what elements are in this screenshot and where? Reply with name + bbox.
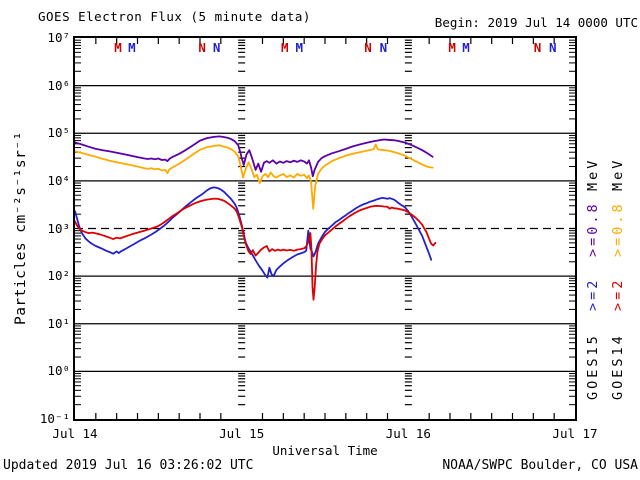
y-tick-label: 10³ bbox=[47, 220, 70, 236]
satellite-marker-M: M bbox=[128, 40, 136, 55]
series-line bbox=[75, 135, 434, 178]
satellite-marker-N: N bbox=[534, 40, 542, 55]
series-line bbox=[75, 186, 433, 279]
x-tick-label: Jul 14 bbox=[52, 426, 98, 441]
satellite-marker-M: M bbox=[114, 40, 122, 55]
satellite-marker-N: N bbox=[213, 40, 221, 55]
satellite-marker-N: N bbox=[380, 40, 388, 55]
legend-goes14-ge08-label: >=0.8 bbox=[610, 201, 626, 257]
satellite-marker-M: M bbox=[462, 40, 470, 55]
satellite-marker-N: N bbox=[364, 40, 372, 55]
page-title: GOES Electron Flux (5 minute data) bbox=[38, 9, 311, 24]
credit-text: NOAA/SWPC Boulder, CO USA bbox=[442, 458, 638, 473]
satellite-marker-M: M bbox=[281, 40, 289, 55]
updated-timestamp: Updated 2019 Jul 16 03:26:02 UTC bbox=[3, 458, 254, 473]
y-tick-label: 10¹ bbox=[47, 315, 70, 331]
legend-goes15-ge08-label: >=0.8 bbox=[585, 201, 601, 257]
x-tick-label: Jul 16 bbox=[385, 426, 431, 441]
x-tick-label: Jul 17 bbox=[552, 426, 598, 441]
y-tick-label: 10⁷ bbox=[47, 30, 70, 45]
satellite-marker-N: N bbox=[198, 40, 206, 55]
legend-goes14-mev-label: MeV bbox=[610, 157, 626, 191]
legend-goes15-ge2-label: >=2 bbox=[585, 277, 601, 311]
satellite-marker-M: M bbox=[448, 40, 456, 55]
y-tick-label: 10⁴ bbox=[47, 172, 70, 188]
x-axis-title: Universal Time bbox=[272, 443, 378, 458]
legend-goes15-mev-label: MeV bbox=[585, 157, 601, 191]
y-tick-label: 10⁰ bbox=[47, 363, 70, 379]
satellite-marker-N: N bbox=[549, 40, 557, 55]
y-tick-label: 10² bbox=[47, 268, 70, 284]
x-tick-label: Jul 15 bbox=[219, 426, 265, 441]
legend-goes14-label: GOES14 bbox=[610, 333, 626, 401]
legend-goes14-ge2-label: >=2 bbox=[610, 277, 626, 311]
y-tick-label: 10⁵ bbox=[47, 125, 70, 141]
series-line bbox=[75, 197, 437, 301]
satellite-marker-M: M bbox=[296, 40, 304, 55]
legend-goes15-label: GOES15 bbox=[585, 333, 601, 401]
series-line bbox=[75, 143, 434, 210]
begin-timestamp: Begin: 2019 Jul 14 0000 UTC bbox=[434, 15, 638, 30]
y-tick-label: 10⁶ bbox=[47, 77, 70, 93]
y-tick-label: 10⁻¹ bbox=[39, 411, 70, 426]
